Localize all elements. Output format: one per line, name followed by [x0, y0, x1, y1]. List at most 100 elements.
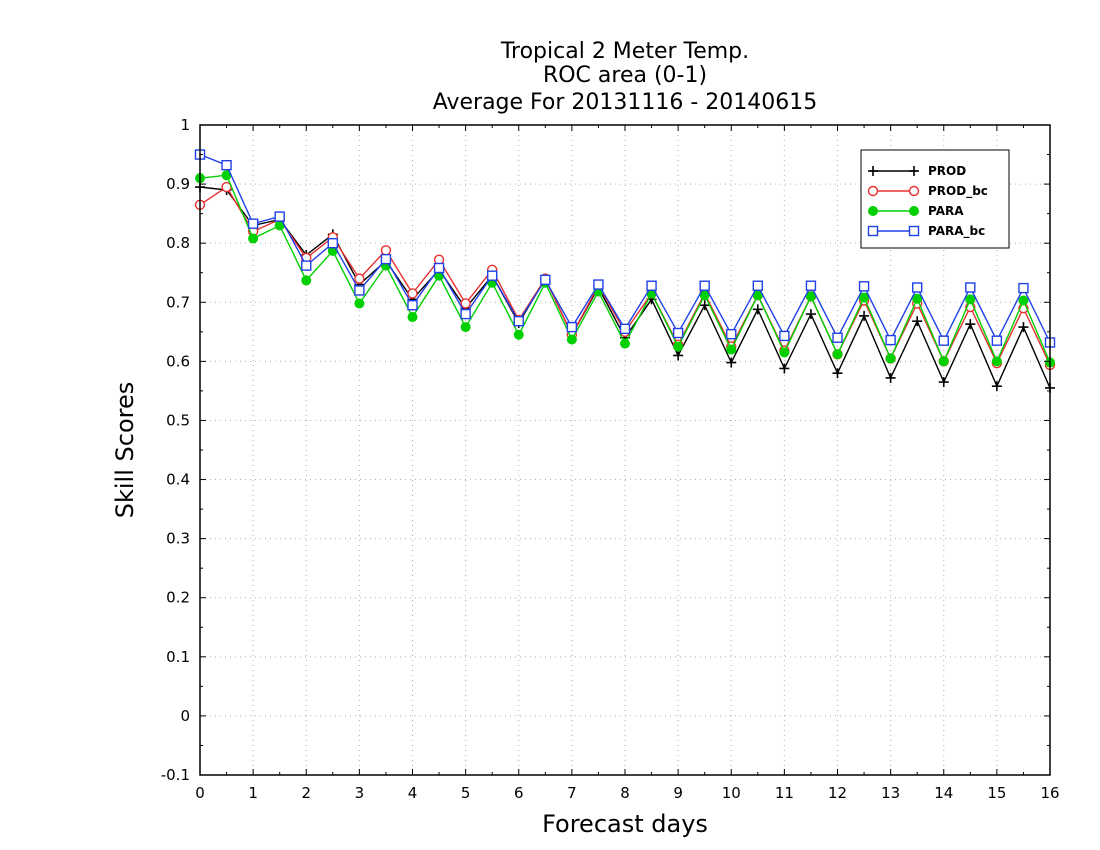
data-point-para — [460, 322, 471, 333]
data-point-para-bc — [885, 334, 896, 346]
y-tick-label: 0.6 — [166, 352, 190, 370]
data-point-para-bc — [858, 281, 870, 292]
title-line-1: Tropical 2 Meter Temp. — [500, 39, 749, 64]
x-tick-label: 16 — [1040, 784, 1059, 802]
data-point-para — [620, 338, 630, 349]
legend-marker-end — [908, 225, 920, 237]
data-point-prod — [726, 357, 737, 368]
y-axis-label: Skill Scores — [111, 382, 139, 519]
data-point-para — [805, 291, 816, 302]
data-point-para-bc — [407, 300, 418, 311]
data-point-prod — [912, 316, 923, 327]
legend-marker-start — [868, 206, 878, 216]
x-tick-label: 6 — [514, 784, 524, 802]
x-tick-label: 0 — [195, 784, 205, 802]
data-point-para-bc — [327, 237, 339, 249]
data-point-prod-bc — [354, 273, 365, 284]
data-point-prod — [991, 381, 1002, 392]
x-tick-label: 13 — [881, 784, 900, 802]
y-tick-label: 1 — [180, 116, 190, 134]
data-point-para-bc — [911, 282, 923, 293]
title-line-3: Average For 20131116 - 20140615 — [433, 90, 818, 115]
data-point-para — [832, 349, 843, 360]
data-point-para — [965, 294, 976, 305]
series-layer — [194, 149, 1056, 393]
y-tick-label: 0.4 — [166, 471, 190, 489]
x-tick-label: 8 — [620, 784, 630, 802]
y-axis-ticks: -0.1 0 0.1 0.2 0.3 0.4 0.5 0.6 0.7 0.8 0.9 1 — [161, 116, 1050, 784]
legend-label: PROD — [928, 164, 966, 178]
x-tick-label: 12 — [828, 784, 847, 802]
y-tick-label: -0.1 — [161, 766, 190, 784]
y-tick-label: 0.1 — [166, 648, 190, 666]
data-point-para-bc — [301, 260, 312, 271]
data-point-prod-bc — [380, 245, 392, 256]
legend-label: PARA — [928, 204, 964, 218]
x-tick-label: 7 — [567, 784, 577, 802]
data-point-para — [912, 293, 923, 304]
x-tick-label: 3 — [355, 784, 365, 802]
chart-title: Tropical 2 Meter Temp. ROC area (0-1) Av… — [433, 39, 818, 115]
data-point-para — [859, 292, 870, 303]
data-point-para — [407, 312, 418, 323]
data-point-para-bc — [1018, 282, 1029, 294]
data-point-prod — [699, 300, 710, 311]
legend-marker-start — [868, 166, 878, 176]
data-point-prod — [805, 309, 816, 320]
data-point-para — [991, 356, 1002, 367]
data-point-prod — [885, 372, 896, 383]
data-point-para — [354, 298, 365, 309]
data-point-para — [248, 233, 259, 244]
x-tick-label: 4 — [408, 784, 418, 802]
data-point-para-bc — [566, 321, 578, 333]
series-para — [195, 170, 1055, 368]
x-axis-label: Forecast days — [542, 810, 708, 838]
data-point-para — [673, 341, 684, 352]
series-para-bc — [194, 149, 1056, 348]
x-tick-label: 9 — [673, 784, 683, 802]
data-point-para-bc — [991, 335, 1003, 346]
y-tick-label: 0.3 — [166, 530, 190, 548]
data-point-para-bc — [699, 280, 710, 291]
legend-item-para-bc: PARA_bc — [867, 224, 985, 239]
data-point-prod — [938, 377, 949, 388]
x-tick-label: 2 — [301, 784, 311, 802]
y-tick-label: 0.8 — [166, 234, 190, 252]
data-point-para-bc — [540, 274, 551, 286]
data-point-para-bc — [433, 262, 445, 274]
data-point-para-bc — [593, 279, 604, 290]
x-axis-ticks: 0 1 2 3 4 5 6 7 8 9 10 11 12 13 14 15 16 — [195, 125, 1060, 802]
legend-label: PROD_bc — [928, 184, 988, 199]
data-point-para — [885, 353, 896, 364]
x-tick-label: 10 — [722, 784, 741, 802]
grid-lines — [200, 125, 1050, 775]
data-point-para — [938, 356, 949, 367]
data-point-prod — [965, 319, 976, 330]
x-tick-label: 1 — [248, 784, 258, 802]
x-tick-label: 11 — [775, 784, 794, 802]
data-point-para — [1018, 295, 1029, 306]
y-tick-label: 0 — [180, 707, 190, 725]
y-tick-label: 0.9 — [166, 175, 190, 193]
legend-marker-end — [909, 206, 919, 216]
title-line-2: ROC area (0-1) — [543, 63, 707, 88]
data-point-para-bc — [619, 323, 631, 335]
x-tick-label: 5 — [461, 784, 471, 802]
legend-marker-start — [867, 185, 879, 197]
data-point-prod — [1018, 322, 1029, 333]
data-point-para-bc — [646, 280, 657, 291]
x-tick-label: 14 — [934, 784, 953, 802]
data-point-para — [779, 347, 790, 358]
data-point-para-bc — [752, 280, 764, 291]
data-point-prod — [859, 310, 870, 321]
legend-item-prod-bc: PROD_bc — [867, 184, 988, 199]
data-point-para — [301, 275, 312, 286]
y-tick-label: 0.2 — [166, 589, 190, 607]
data-point-prod — [832, 368, 843, 379]
legend-label: PARA_bc — [928, 224, 985, 239]
data-point-para — [513, 329, 524, 340]
data-point-para-bc — [726, 328, 737, 340]
data-point-prod — [779, 363, 790, 374]
y-tick-label: 0.5 — [166, 411, 190, 429]
